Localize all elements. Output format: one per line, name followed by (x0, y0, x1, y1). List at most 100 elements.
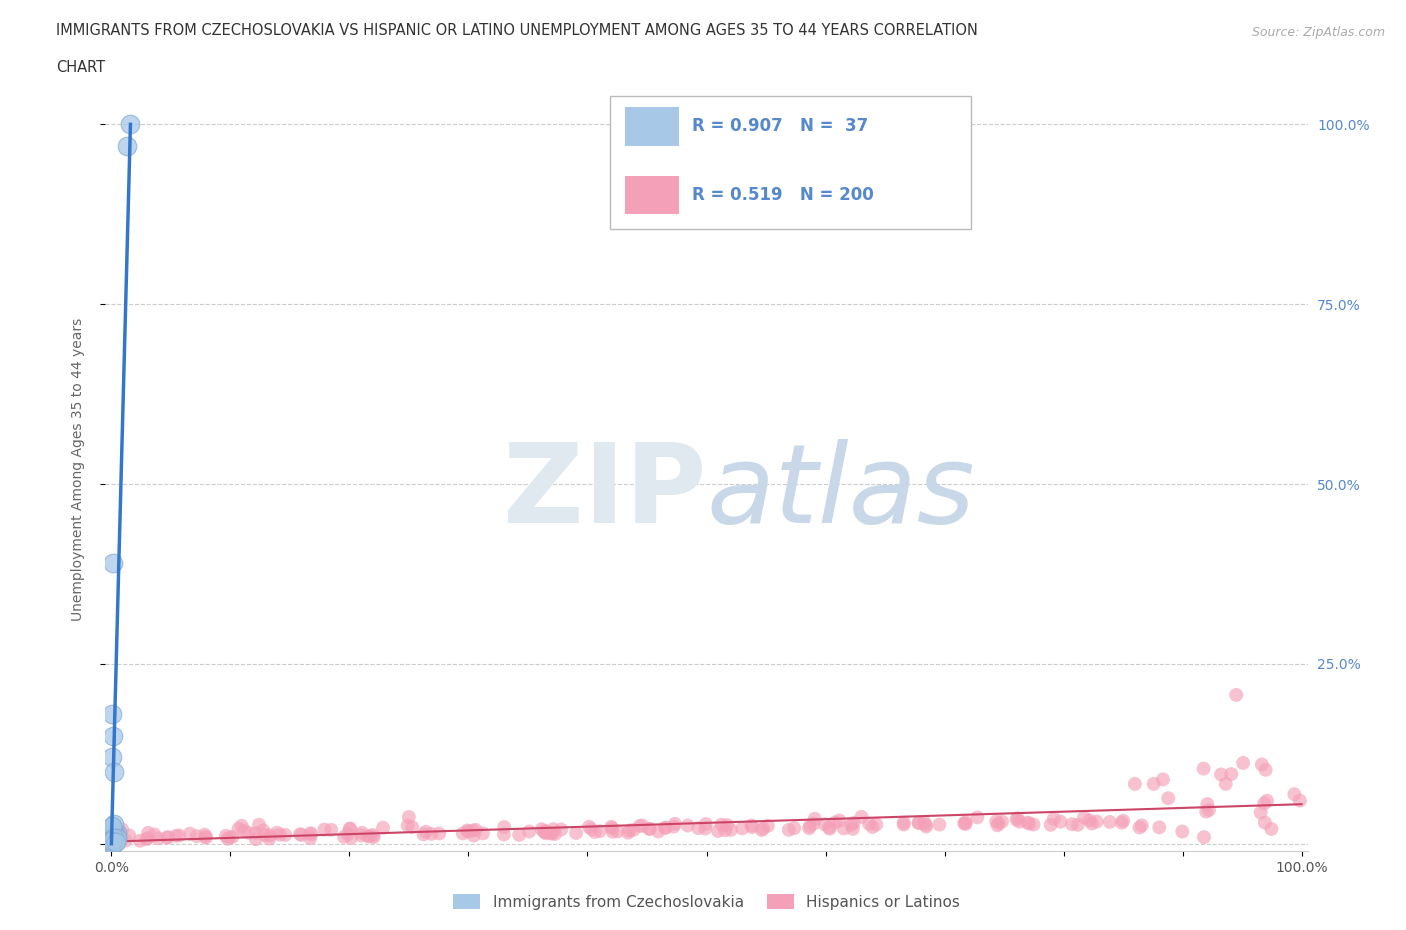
Point (101, 835, 124, 850)
Point (581, 822, 603, 837)
Point (731, 821, 754, 836)
Point (228, 821, 250, 836)
Point (991, 815, 1014, 830)
Y-axis label: Unemployment Among Ages 35 to 44 years: Unemployment Among Ages 35 to 44 years (70, 318, 84, 621)
Point (135, 831, 157, 846)
Point (107, 831, 129, 846)
Point (662, 819, 685, 834)
Point (1007, 811, 1029, 826)
Point (336, 827, 359, 842)
Point (361, 828, 384, 843)
Point (654, 820, 676, 835)
Point (415, 824, 437, 839)
Point (638, 821, 661, 836)
Point (136, 830, 159, 845)
Point (103, 835, 125, 850)
Point (195, 830, 218, 844)
Point (617, 825, 640, 840)
Point (103, 728, 125, 743)
Point (1098, 815, 1121, 830)
Point (231, 818, 253, 833)
Point (550, 822, 572, 837)
Point (105, 825, 128, 840)
Point (290, 828, 312, 843)
Legend: Immigrants from Czechoslovakia, Hispanics or Latinos: Immigrants from Czechoslovakia, Hispanic… (447, 887, 966, 916)
Point (1284, 787, 1306, 802)
Point (494, 819, 516, 834)
Point (695, 817, 717, 831)
Point (274, 828, 297, 843)
Point (420, 827, 443, 842)
Point (1143, 777, 1166, 791)
Point (259, 828, 281, 843)
Point (832, 821, 855, 836)
Point (710, 817, 733, 832)
Point (1250, 805, 1272, 820)
Point (103, 828, 125, 843)
Point (828, 813, 851, 828)
Point (912, 815, 935, 830)
Point (1152, 772, 1174, 787)
Point (813, 817, 835, 831)
Point (148, 830, 170, 845)
Point (1253, 796, 1275, 811)
Point (179, 826, 201, 841)
Point (1049, 815, 1071, 830)
Point (915, 819, 938, 834)
Point (799, 818, 821, 833)
Point (103, 825, 125, 840)
Point (533, 824, 555, 839)
Point (1220, 766, 1243, 781)
Point (451, 826, 474, 841)
Point (955, 815, 977, 830)
Point (720, 822, 742, 837)
Text: CHART: CHART (56, 60, 105, 75)
Point (357, 829, 380, 844)
Point (1215, 777, 1237, 791)
Point (398, 809, 420, 824)
Point (1192, 761, 1215, 776)
Point (1232, 755, 1254, 770)
FancyBboxPatch shape (610, 96, 972, 230)
Point (600, 820, 623, 835)
Point (461, 823, 484, 838)
Point (101, 829, 124, 844)
Point (103, 834, 125, 849)
Point (1197, 797, 1219, 812)
Point (741, 819, 763, 834)
FancyBboxPatch shape (624, 176, 679, 214)
Point (1147, 820, 1170, 835)
Point (695, 821, 717, 836)
Point (103, 834, 125, 849)
Point (1008, 815, 1031, 830)
Point (350, 825, 373, 840)
Point (1251, 757, 1274, 772)
Point (1085, 814, 1108, 829)
Point (233, 823, 256, 838)
Point (714, 823, 737, 838)
Point (818, 821, 841, 836)
Point (530, 822, 553, 837)
Point (464, 822, 486, 837)
Point (1289, 793, 1312, 808)
Point (619, 823, 641, 838)
Point (101, 836, 124, 851)
Point (401, 819, 423, 834)
Point (606, 824, 628, 839)
Point (508, 828, 530, 843)
Point (1017, 816, 1039, 830)
Point (842, 821, 865, 836)
Point (115, 139, 138, 153)
Point (143, 827, 166, 842)
Point (638, 821, 661, 836)
Point (299, 830, 322, 845)
Point (1111, 816, 1133, 830)
Point (103, 827, 125, 842)
Point (215, 829, 238, 844)
Point (752, 821, 775, 836)
Point (100, 833, 122, 848)
Point (103, 822, 125, 837)
Point (1018, 817, 1040, 831)
FancyBboxPatch shape (624, 108, 679, 146)
Point (740, 818, 762, 833)
